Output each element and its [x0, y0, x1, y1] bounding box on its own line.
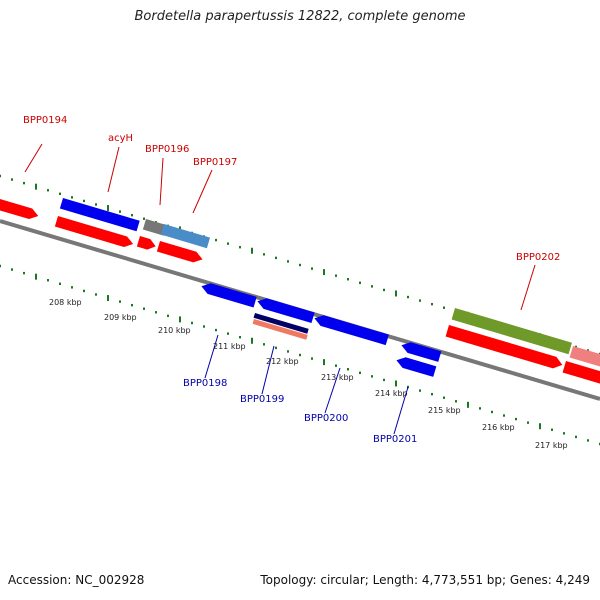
kbp-label: 212 kbp: [266, 357, 299, 366]
scale-dots-inner: [0, 264, 600, 446]
leader-line: [261, 345, 275, 395]
leader-line: [393, 386, 409, 435]
gene-arrow-bpp0200: [314, 315, 389, 346]
kbp-label: 215 kbp: [428, 406, 461, 415]
leader-line: [324, 367, 341, 414]
gene-label: BPP0197: [193, 157, 237, 168]
kbp-label: 216 kbp: [482, 423, 515, 432]
gene-labels: BPP0194 acyH BPP0196 BPP0197 BPP0202 BPP0198 B…: [23, 115, 560, 445]
gene-arrow-bpp0201: [401, 342, 442, 362]
leader-line: [192, 169, 213, 214]
kbp-label: 213 kbp: [321, 373, 354, 382]
kbp-label: 210 kbp: [158, 326, 191, 335]
kbp-labels: 208 kbp 209 kbp 210 kbp 211 kbp 212 kbp 213 k…: [49, 298, 568, 450]
leader-line: [107, 146, 120, 193]
leader-line: [24, 143, 43, 173]
gene-arrow-acyh: [59, 198, 140, 232]
kbp-label: 209 kbp: [104, 313, 137, 322]
gene-arrow-red-1: [54, 216, 134, 248]
kbp-label: 214 kbp: [375, 389, 408, 398]
gene-arrow-red-5: [562, 361, 600, 384]
gene-label: BPP0199: [240, 394, 284, 405]
gene-label: acyH: [108, 133, 133, 144]
accession-text: Accession: NC_002928: [8, 573, 145, 587]
leader-line: [159, 157, 164, 206]
gene-arrow-red-3: [156, 241, 203, 263]
gene-arrow-bpp0202: [451, 308, 572, 355]
gene-arrow-salmon: [252, 319, 308, 340]
gene-label: BPP0200: [304, 413, 348, 424]
kbp-label: 211 kbp: [213, 342, 246, 351]
leader-line: [520, 264, 536, 311]
gene-arrow-navy: [253, 313, 309, 334]
gene-label: BPP0196: [145, 144, 189, 155]
gene-arrow-bpp0196-gray: [142, 219, 168, 236]
gene-label: BPP0201: [373, 434, 417, 445]
label-leaders: [24, 143, 536, 435]
gene-arrow-bpp0201b: [396, 357, 437, 377]
gene-label: BPP0198: [183, 378, 227, 389]
gene-arrow-red-4: [445, 325, 563, 369]
gene-label: BPP0202: [516, 252, 560, 263]
gene-arrow-bpp0202-pink: [569, 346, 600, 369]
figure-title: Bordetella parapertussis 12822, complete…: [134, 9, 466, 24]
gene-label: BPP0194: [23, 115, 67, 126]
kbp-label: 217 kbp: [535, 441, 568, 450]
gene-arrow-bpp0194: [0, 196, 39, 220]
kbp-label: 208 kbp: [49, 298, 82, 307]
gene-arrow-bpp0198: [201, 283, 257, 308]
gene-arrow-red-2: [136, 236, 156, 250]
leader-line: [204, 334, 219, 379]
gene-arrow-bpp0199: [257, 298, 315, 324]
gene-features: [0, 196, 600, 384]
gene-arrow-bpp0197: [160, 224, 211, 249]
topology-text: Topology: circular; Length: 4,773,551 bp…: [260, 573, 590, 587]
